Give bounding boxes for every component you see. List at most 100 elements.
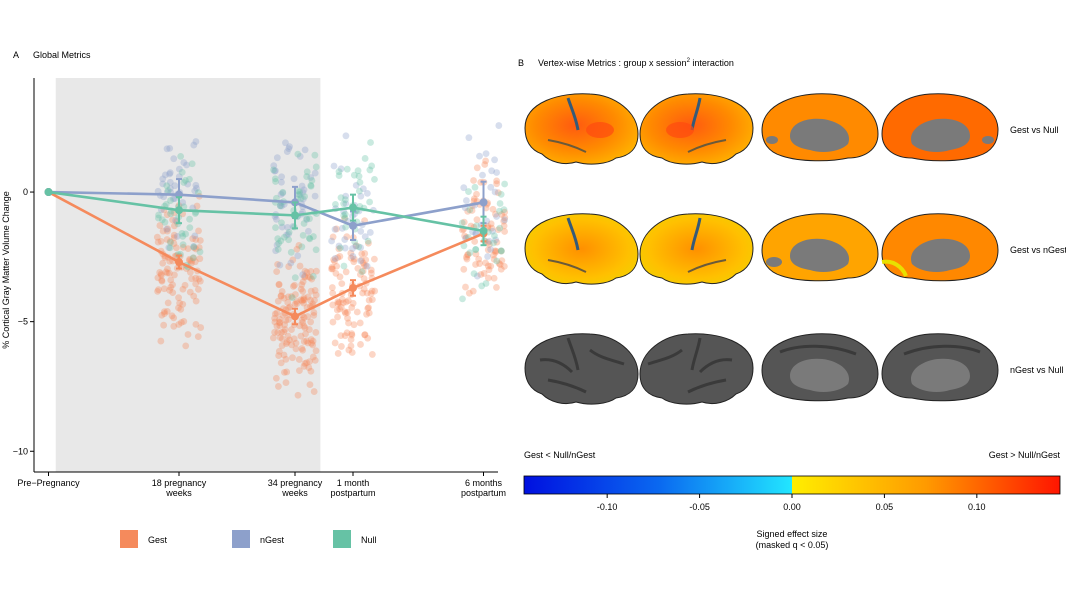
- scatter-point: [278, 178, 285, 186]
- scatter-point: [361, 155, 369, 162]
- scatter-point: [164, 299, 172, 307]
- scatter-point: [167, 283, 175, 291]
- brain-left-medial: [761, 213, 879, 282]
- scatter-point: [364, 304, 372, 312]
- scatter-point: [338, 224, 346, 232]
- scatter-point: [179, 300, 187, 308]
- scatter-point: [466, 206, 474, 214]
- scatter-point: [490, 239, 497, 247]
- scatter-point: [305, 364, 313, 371]
- scatter-point: [184, 180, 192, 188]
- scatter-point: [158, 276, 166, 284]
- scatter-point: [304, 339, 312, 347]
- mean-point: [175, 258, 183, 267]
- pregnancy-shaded-region: [55, 78, 321, 472]
- scatter-point: [282, 316, 290, 324]
- scatter-point: [331, 257, 338, 265]
- scatter-point: [287, 248, 295, 256]
- scatter-point: [341, 210, 349, 218]
- scatter-point: [357, 257, 365, 265]
- scatter-point: [308, 177, 316, 184]
- scatter-point: [495, 122, 503, 129]
- scatter-point: [161, 218, 169, 226]
- scatter-point: [310, 309, 318, 316]
- scatter-point: [196, 237, 204, 244]
- scatter-point: [357, 244, 365, 251]
- scatter-point: [330, 162, 338, 170]
- scatter-point: [192, 280, 200, 288]
- scatter-point: [367, 269, 375, 277]
- scatter-point: [329, 318, 337, 326]
- scatter-point: [348, 349, 356, 356]
- scatter-point: [286, 336, 293, 344]
- scatter-point: [464, 251, 472, 258]
- scatter-point: [498, 257, 506, 265]
- scatter-point: [312, 347, 320, 355]
- scatter-point: [298, 297, 306, 305]
- scatter-point: [307, 296, 314, 304]
- scatter-point: [501, 216, 509, 224]
- colorbar-ticks: -0.10 -0.05 0.00 0.05 0.10: [597, 494, 986, 512]
- panel-b: B Vertex-wise Metrics : group x session2…: [518, 58, 1066, 550]
- scatter-point: [183, 161, 190, 169]
- scatter-point: [165, 244, 173, 252]
- scatter-point: [269, 334, 277, 342]
- scatter-point: [299, 319, 307, 326]
- scatter-point: [500, 206, 508, 213]
- scatter-point: [307, 318, 315, 326]
- scatter-point: [285, 263, 293, 270]
- scatter-point: [285, 230, 292, 238]
- scatter-point: [301, 272, 309, 280]
- scatter-point: [293, 300, 301, 307]
- scatter-point: [366, 229, 374, 236]
- scatter-point: [361, 233, 369, 241]
- scatter-point: [335, 168, 343, 176]
- legend: Gest nGest Null: [120, 530, 377, 548]
- scatter-point: [279, 311, 287, 319]
- scatter-point: [179, 243, 187, 251]
- scatter-point: [360, 275, 368, 283]
- scatter-point: [170, 240, 178, 247]
- scatter-point: [336, 253, 344, 260]
- scatter-point: [343, 165, 351, 173]
- scatter-point: [195, 227, 202, 235]
- scatter-point: [487, 262, 495, 270]
- scatter-point: [291, 300, 299, 308]
- scatter-point: [492, 236, 500, 244]
- scatter-point: [307, 287, 315, 295]
- scatter-point: [333, 306, 341, 314]
- scatter-point: [337, 303, 345, 311]
- scatter-point: [161, 310, 168, 317]
- mean-point: [291, 211, 299, 220]
- scatter-point: [274, 329, 282, 337]
- scatter-point: [274, 235, 282, 243]
- scatter-point: [328, 265, 335, 273]
- scatter-point: [180, 179, 188, 186]
- scatter-point: [464, 207, 472, 215]
- scatter-point: [176, 299, 184, 307]
- scatter-point: [276, 202, 284, 210]
- scatter-point: [283, 338, 291, 346]
- scatter-point: [368, 287, 376, 295]
- scatter-point: [370, 255, 378, 263]
- scatter-point: [166, 286, 173, 294]
- brain-row-gest-vs-ngest: Gest vs nGest: [524, 213, 1066, 285]
- scatter-point: [283, 231, 290, 239]
- scatter-point: [371, 287, 379, 295]
- scatter-point: [482, 259, 489, 267]
- scatter-point: [359, 267, 367, 275]
- scatter-point: [353, 308, 361, 316]
- scatter-point: [472, 245, 480, 253]
- scatter-point: [295, 191, 303, 198]
- scatter-point: [272, 178, 279, 185]
- scatter-point: [465, 289, 473, 297]
- scatter-point: [280, 294, 288, 302]
- scatter-point: [482, 150, 490, 157]
- scatter-point: [477, 271, 485, 278]
- scatter-point: [163, 236, 171, 243]
- scatter-point: [471, 183, 479, 191]
- scatter-point: [298, 345, 306, 352]
- legend-label-gest: Gest: [148, 535, 168, 545]
- scatter-point: [301, 267, 309, 275]
- scatter-point: [492, 247, 500, 255]
